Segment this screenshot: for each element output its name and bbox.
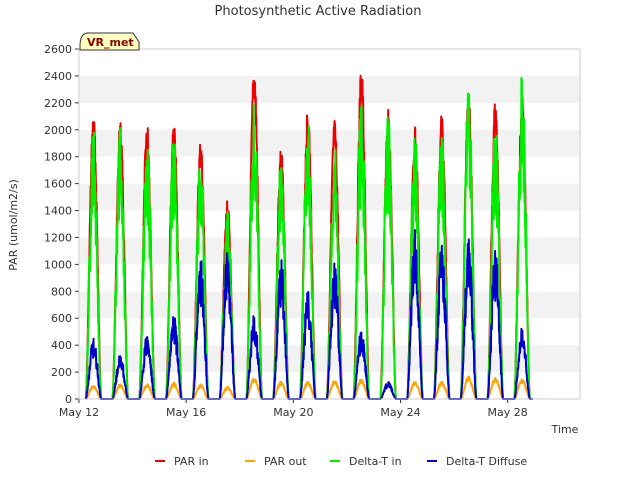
y-tick-label: 400 <box>51 339 72 352</box>
grid-band <box>79 210 580 238</box>
grid-band <box>79 75 580 103</box>
y-tick-label: 200 <box>51 366 72 379</box>
grid-band <box>79 156 580 184</box>
grid-band <box>79 102 580 130</box>
chart-title: Photosynthetic Active Radiation <box>215 4 422 19</box>
y-tick-label: 2400 <box>44 70 72 83</box>
x-tick-label: May 28 <box>488 406 528 419</box>
y-tick-label: 1400 <box>44 205 72 218</box>
y-tick-label: 1200 <box>44 231 72 244</box>
x-axis: May 12 May 16 May 20 May 24 May 28 <box>59 399 528 419</box>
y-tick-label: 800 <box>51 285 72 298</box>
legend-label: PAR in <box>174 455 209 468</box>
series-layer <box>84 74 533 400</box>
x-axis-label: Time <box>551 423 579 436</box>
y-tick-label: 1600 <box>44 178 72 191</box>
y-axis-label: PAR (umol/m2/s) <box>7 179 20 271</box>
grid-band <box>79 183 580 211</box>
y-axis: 0 200 400 600 800 1000 1200 1400 1600 1800 2000 220… <box>44 43 79 406</box>
site-label: VR_met <box>87 36 134 49</box>
x-tick-label: May 24 <box>380 406 420 419</box>
series-line-delta-t-in <box>84 76 533 400</box>
grid-band <box>79 49 580 76</box>
site-label-box: VR_met <box>79 32 140 51</box>
grid-band <box>79 129 580 157</box>
legend-label: Delta-T in <box>349 455 402 468</box>
legend-label: Delta-T Diffuse <box>446 455 527 468</box>
y-tick-label: 0 <box>65 393 72 406</box>
plot-frame <box>78 48 581 400</box>
y-tick-label: 2200 <box>44 97 72 110</box>
legend-label: PAR out <box>264 455 307 468</box>
y-tick-label: 1800 <box>44 151 72 164</box>
x-tick-label: May 16 <box>166 406 206 419</box>
x-tick-label: May 20 <box>273 406 313 419</box>
y-tick-label: 2600 <box>44 43 72 56</box>
series-line-par-out <box>85 375 533 400</box>
y-tick-label: 600 <box>51 312 72 325</box>
y-tick-label: 1000 <box>44 258 72 271</box>
series-line-delta-t-diffuse <box>84 229 533 400</box>
x-tick-label: May 12 <box>59 406 99 419</box>
y-tick-label: 2000 <box>44 124 72 137</box>
legend: PAR in PAR out Delta-T in Delta-T Diffuse <box>155 455 527 468</box>
